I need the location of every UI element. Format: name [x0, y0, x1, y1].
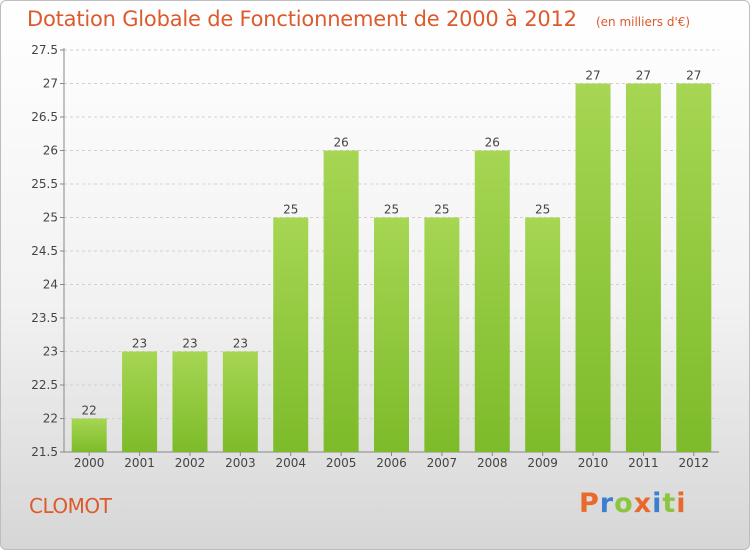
y-tick-label: 25.5 — [31, 177, 58, 191]
bar-2005 — [323, 150, 359, 452]
chart-title: Dotation Globale de Fonctionnement de 20… — [27, 7, 577, 31]
y-tick-label: 23 — [43, 345, 58, 359]
bar-2002 — [172, 351, 208, 452]
bar-2011 — [625, 83, 661, 452]
logo-letter: x — [633, 488, 653, 519]
x-tick-label: 2006 — [376, 456, 407, 470]
y-tick-label: 21.5 — [31, 445, 58, 459]
bar-2012 — [676, 83, 712, 452]
logo-letter: i — [676, 488, 687, 519]
logo-letter: r — [599, 488, 615, 519]
title-row: Dotation Globale de Fonctionnement de 20… — [27, 7, 690, 31]
y-tick-label: 26.5 — [31, 110, 58, 124]
y-tick-label: 27 — [43, 77, 58, 91]
data-label: 23 — [132, 337, 147, 351]
data-label: 22 — [82, 404, 97, 418]
data-label: 25 — [535, 203, 550, 217]
data-label: 23 — [233, 337, 248, 351]
data-labels: 22 2000 23 2001 23 2002 23 2003 25 2004 26 2005 25 20… — [74, 69, 709, 471]
x-tick-label: 2001 — [124, 456, 155, 470]
y-tick-label: 23.5 — [31, 311, 58, 325]
bar-2010 — [575, 83, 611, 452]
logo-letter: t — [662, 488, 677, 519]
x-tick-label: 2003 — [225, 456, 256, 470]
data-label: 27 — [636, 69, 651, 83]
bar-2009 — [525, 217, 561, 452]
x-tick-label: 2007 — [427, 456, 458, 470]
proxiti-logo: Proxiti — [579, 488, 687, 519]
x-tick-label: 2005 — [326, 456, 357, 470]
y-tick-label: 24.5 — [31, 244, 58, 258]
x-tick-label: 2000 — [74, 456, 105, 470]
x-tick-label: 2011 — [628, 456, 659, 470]
bar-2000 — [71, 418, 107, 452]
bar-2004 — [273, 217, 309, 452]
y-tick-label: 27.5 — [31, 43, 58, 57]
bar-2001 — [122, 351, 158, 452]
logo-letter: P — [579, 488, 600, 519]
data-label: 26 — [485, 136, 500, 150]
data-label: 25 — [434, 203, 449, 217]
x-tick-label: 2008 — [477, 456, 508, 470]
commune-name: CLOMOT — [29, 494, 112, 518]
x-tick-label: 2002 — [175, 456, 206, 470]
data-label: 25 — [283, 203, 298, 217]
bar-2007 — [424, 217, 460, 452]
data-label: 27 — [686, 69, 701, 83]
bars — [71, 83, 712, 452]
data-label: 25 — [384, 203, 399, 217]
y-tick-label: 26 — [43, 144, 58, 158]
data-label: 26 — [333, 136, 348, 150]
x-tick-label: 2009 — [527, 456, 558, 470]
logo-letter: o — [614, 488, 634, 519]
x-tick-label: 2004 — [275, 456, 306, 470]
logo-letter: i — [652, 488, 663, 519]
data-label: 23 — [182, 337, 197, 351]
x-tick-label: 2012 — [679, 456, 710, 470]
bar-2003 — [222, 351, 258, 452]
chart-subtitle: (en milliers d'€) — [595, 15, 691, 29]
bar-2006 — [374, 217, 409, 452]
y-tick-label: 22.5 — [31, 378, 58, 392]
y-tick-label: 24 — [43, 278, 58, 292]
data-label: 27 — [585, 69, 600, 83]
y-tick-label: 22 — [43, 412, 58, 426]
y-tick-label: 25 — [43, 211, 58, 225]
bar-2008 — [474, 150, 510, 452]
x-tick-label: 2010 — [578, 456, 609, 470]
